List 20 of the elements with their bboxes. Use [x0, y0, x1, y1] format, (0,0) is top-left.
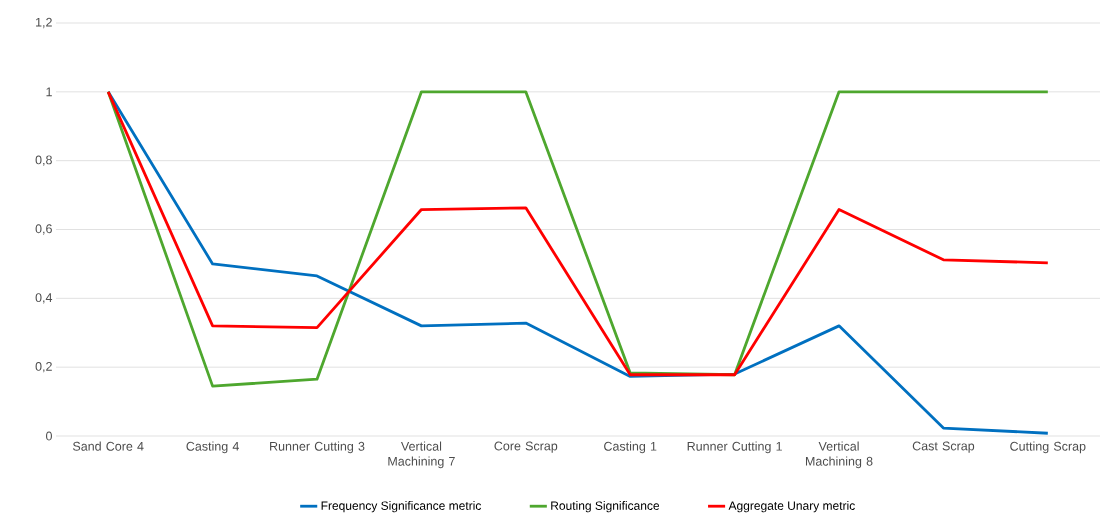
x-tick-label: Sand Core 4 — [72, 441, 144, 451]
x-tick-label: Casting 4 — [186, 441, 239, 454]
y-tick-label: 1,2 — [36, 17, 52, 29]
x-tick-label: Vertical Machining 8 — [805, 441, 873, 469]
y-tick-label: 0 — [46, 431, 52, 441]
x-tick-label: Casting 1 — [604, 441, 657, 454]
x-tick-label: Runner Cutting 3 — [270, 441, 365, 454]
x-tick-label: Runner Cutting 1 — [687, 441, 782, 454]
legend-label: Frequency Significance metric — [321, 501, 482, 513]
y-tick-label: 0,4 — [35, 293, 53, 304]
x-tick-label: Vertical Machining 7 — [388, 441, 455, 469]
y-tick-label: 0,8 — [35, 155, 52, 166]
y-tick-label: 1 — [46, 87, 52, 97]
x-tick-label: Core Scrap — [494, 441, 558, 453]
x-tick-label: Cast Scrap — [912, 441, 975, 453]
legend-label: Routing Significance — [551, 501, 660, 513]
y-tick-label: 0,2 — [35, 362, 52, 373]
x-tick-label: Cutting Scrap — [1010, 441, 1086, 454]
legend-label: Aggregate Unary metric — [728, 501, 855, 513]
y-tick-label: 0,6 — [35, 224, 52, 235]
